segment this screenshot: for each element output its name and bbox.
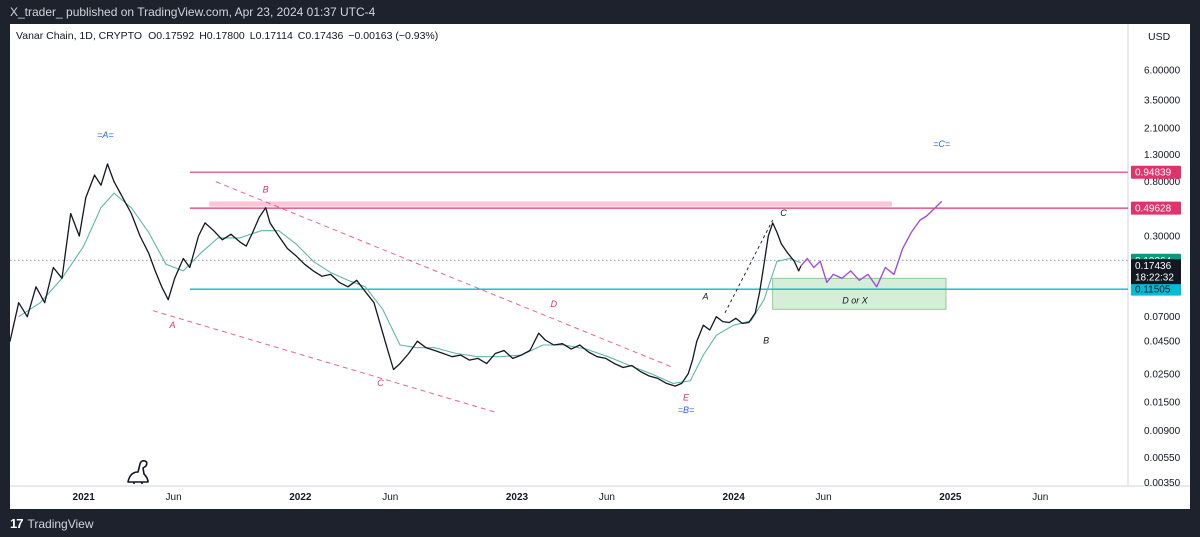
impulse-dashed-line bbox=[724, 219, 774, 314]
zones-layer bbox=[209, 201, 947, 310]
currency-label[interactable]: USD bbox=[1148, 31, 1171, 43]
last-price-badge bbox=[1131, 259, 1181, 285]
price-tick-label: 0.00550 bbox=[1144, 453, 1181, 464]
channel-line bbox=[215, 181, 674, 368]
price-tick-label: 1.30000 bbox=[1144, 150, 1181, 161]
time-tick-label: Jun bbox=[382, 492, 398, 503]
time-tick-label: Jun bbox=[166, 492, 182, 503]
time-tick-label: Jun bbox=[599, 492, 615, 503]
tradingview-brand-name: TradingView bbox=[27, 516, 94, 531]
wave-label: =A= bbox=[97, 130, 114, 140]
price-axis[interactable]: 6.000003.500002.100001.300000.800000.500… bbox=[1131, 65, 1181, 489]
level-high-value: 0.94839 bbox=[1135, 168, 1172, 179]
channel-line bbox=[152, 310, 496, 413]
tradingview-brand[interactable]: 17 TradingView bbox=[10, 516, 94, 531]
dino-icon bbox=[127, 460, 149, 484]
price-tick-label: 0.80000 bbox=[1144, 177, 1181, 188]
price-line[interactable] bbox=[10, 163, 802, 387]
chart-frame: =A= B A C D E =B= A B C D or X =C= 6.00000 3.50000 2.… bbox=[10, 24, 1190, 509]
change-value: −0.00163 (−0.93%) bbox=[348, 30, 438, 42]
price-tick-label: 0.30000 bbox=[1144, 232, 1181, 243]
publisher-line: X_trader_ published on TradingView.com, … bbox=[10, 5, 376, 19]
wave-label: B bbox=[763, 336, 769, 346]
time-tick-label: Jun bbox=[1032, 492, 1048, 503]
time-tick-label: 2023 bbox=[506, 492, 529, 503]
price-tick-label: 0.00350 bbox=[1144, 478, 1181, 489]
price-tick-label: 2.10000 bbox=[1144, 124, 1181, 135]
level-high-badge bbox=[1131, 165, 1181, 179]
time-tick-label: 2021 bbox=[73, 492, 96, 503]
wave-label: C bbox=[377, 378, 384, 388]
ohlc-legend: Vanar Chain, 1D, CRYPTO O0.17592 H0.17800 L… bbox=[16, 30, 438, 42]
pink-zone bbox=[209, 201, 892, 207]
price-tick-label: 3.50000 bbox=[1144, 95, 1181, 106]
wave-label: =B= bbox=[678, 405, 695, 415]
wave-label: C bbox=[780, 208, 787, 218]
low-label: L bbox=[250, 30, 256, 42]
price-tick-label: 0.07000 bbox=[1144, 312, 1181, 323]
open-value: 0.17592 bbox=[156, 30, 194, 42]
series-layer bbox=[10, 163, 943, 387]
time-axis[interactable]: 2021 Jun 2022 Jun 2023 Jun 2024 Jun 2025 Jun bbox=[73, 492, 1049, 503]
time-tick-label: 2024 bbox=[723, 492, 746, 503]
level-support-value: 0.11505 bbox=[1135, 285, 1171, 296]
price-tick-label: 6.00000 bbox=[1144, 65, 1181, 76]
projection-path bbox=[800, 200, 943, 288]
close-label: C bbox=[298, 30, 306, 42]
open-label: O bbox=[148, 30, 156, 42]
price-tick-label: 0.01500 bbox=[1144, 398, 1181, 409]
bar-countdown: 18:22:32 bbox=[1135, 273, 1174, 284]
last-price-value: 0.17436 bbox=[1135, 261, 1172, 272]
chart[interactable]: =A= B A C D E =B= A B C D or X =C= 6.00000 3.50000 2.… bbox=[10, 24, 1190, 509]
close-value: 0.17436 bbox=[305, 30, 343, 42]
green-zone bbox=[772, 277, 947, 310]
wave-label: A bbox=[701, 292, 708, 302]
symbol-title: Vanar Chain, 1D, CRYPTO bbox=[16, 30, 142, 42]
price-tick-label: 0.04500 bbox=[1144, 337, 1181, 348]
level-mid-badge bbox=[1131, 201, 1181, 215]
publisher-bar: X_trader_ published on TradingView.com, … bbox=[0, 0, 1200, 24]
wave-label: D or X bbox=[842, 295, 869, 305]
wave-label: D bbox=[551, 299, 558, 309]
wave-labels-layer: =A= B A C D E =B= A B C D or X =C= bbox=[97, 130, 950, 415]
time-tick-label: Jun bbox=[816, 492, 832, 503]
wave-label: B bbox=[263, 184, 269, 194]
level-support-badge bbox=[1131, 282, 1181, 296]
tradingview-logo-icon: 17 bbox=[10, 516, 24, 531]
wave-label: A bbox=[168, 320, 175, 330]
levels-layer bbox=[10, 171, 1128, 413]
high-label: H bbox=[199, 30, 207, 42]
level-mid-value: 0.49628 bbox=[1135, 204, 1172, 215]
time-tick-label: 2025 bbox=[939, 492, 962, 503]
time-tick-label: 2022 bbox=[289, 492, 312, 503]
price-tick-label: 0.02500 bbox=[1144, 369, 1181, 380]
high-value: 0.17800 bbox=[207, 30, 245, 42]
price-tick-label: 0.00900 bbox=[1144, 426, 1181, 437]
moving-average-line bbox=[18, 192, 802, 384]
low-value: 0.17114 bbox=[256, 30, 293, 42]
wave-label: =C= bbox=[933, 139, 950, 149]
footer-bar: 17 TradingView bbox=[0, 509, 1200, 537]
wave-label: E bbox=[683, 392, 690, 402]
